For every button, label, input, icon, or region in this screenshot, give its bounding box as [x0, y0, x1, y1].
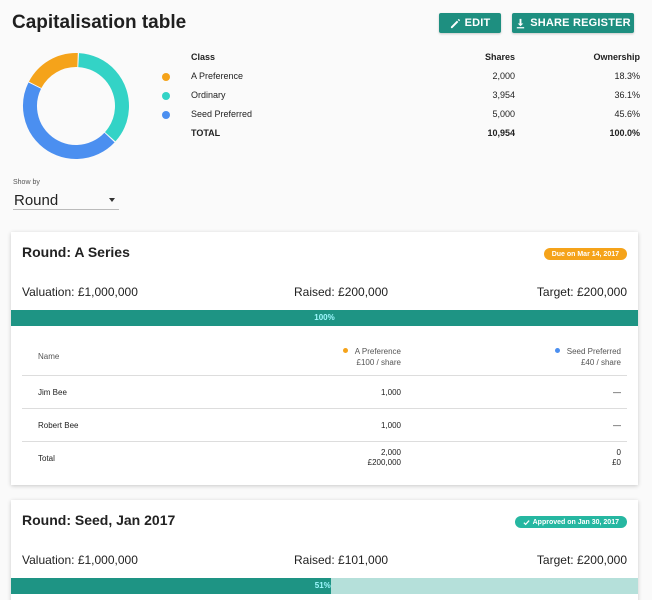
cap-table-header: Class Shares Ownership: [158, 52, 640, 66]
seed-preferred-column-header: Seed Preferred £40 / share: [554, 346, 621, 368]
cap-table-row: Seed Preferred 5,000 45.6%: [158, 109, 640, 123]
table-row[interactable]: Jim Bee 1,000 —: [22, 376, 627, 409]
total-a-amount: £200,000: [367, 458, 401, 467]
investor-b-shares: —: [613, 388, 621, 397]
round-progress-bar: 51%: [11, 578, 638, 594]
round-card-a-series: Round: A Series Due on Mar 14, 2017 Valu…: [11, 232, 638, 485]
shares-header: Shares: [484, 52, 515, 62]
donut-slice-ordinary: [23, 53, 129, 159]
class-shares: 5,000: [492, 109, 515, 119]
ownership-header: Ownership: [593, 52, 640, 62]
badge-text: Due on Mar 14, 2017: [551, 250, 619, 258]
class-ownership: 45.6%: [614, 109, 640, 119]
total-label: TOTAL: [191, 128, 221, 138]
class-color-dot: [162, 73, 170, 81]
donut-slice-a-preference: [23, 52, 129, 159]
round-target: Target: £200,000: [536, 285, 627, 299]
class-color-dot: [342, 348, 348, 353]
edit-button-label: EDIT: [464, 17, 491, 29]
progress-fill: [11, 310, 638, 326]
class-header: Class: [191, 52, 216, 62]
round-target: Target: £200,000: [536, 553, 627, 567]
b-class-price: £40 / share: [580, 358, 621, 367]
edit-button[interactable]: EDIT: [439, 13, 501, 33]
round-raised: Raised: £200,000: [294, 285, 389, 299]
a-class-price: £100 / share: [356, 358, 401, 367]
total-label: Total: [38, 454, 55, 463]
round-valuation: Valuation: £1,000,000: [22, 553, 138, 567]
table-total-row: Total 2,000 £200,000 0 £0: [22, 442, 627, 478]
cap-table-row: Ordinary 3,954 36.1%: [158, 90, 640, 104]
class-color-dot: [554, 348, 560, 353]
class-shares: 2,000: [492, 71, 515, 81]
progress-fill: [11, 578, 331, 594]
total-b-shares: 0: [616, 448, 621, 457]
cap-table-row: A Preference 2,000 18.3%: [158, 71, 640, 85]
round-title: Round: Seed, Jan 2017: [22, 512, 176, 528]
page-title: Capitalisation table: [12, 12, 187, 33]
show-by-label: Show by: [13, 179, 40, 186]
table-row[interactable]: Robert Bee 1,000 —: [22, 409, 627, 442]
investor-name: Robert Bee: [38, 421, 79, 430]
investor-table-header: Name A Preference £100 / share Seed Pref…: [22, 342, 627, 376]
investor-a-shares: 1,000: [380, 388, 401, 397]
share-register-label: SHARE REGISTER: [530, 17, 631, 29]
class-color-dot: [162, 92, 170, 100]
total-b-amount: £0: [612, 458, 621, 467]
caret-down-icon: [109, 198, 115, 202]
total-b-column: 0 £0: [612, 448, 621, 468]
investor-b-shares: —: [613, 421, 621, 430]
cap-table-total-row: TOTAL 10,954 100.0%: [158, 128, 640, 142]
class-name: Ordinary: [191, 90, 226, 100]
name-column-header: Name: [38, 352, 60, 361]
total-a-column: 2,000 £200,000: [368, 448, 401, 468]
investor-name: Jim Bee: [38, 388, 67, 397]
class-ownership: 36.1%: [614, 90, 640, 100]
class-name: Seed Preferred: [191, 109, 253, 119]
class-name: A Preference: [191, 71, 244, 81]
progress-label: 100%: [314, 313, 335, 322]
show-by-value: Round: [14, 192, 59, 209]
download-icon: [517, 18, 525, 28]
class-shares: 3,954: [492, 90, 515, 100]
pencil-icon: [450, 18, 460, 28]
total-a-shares: 2,000: [380, 448, 401, 457]
show-by-select[interactable]: Round: [13, 190, 119, 210]
total-shares: 10,954: [487, 128, 515, 138]
ownership-donut-chart: [23, 52, 129, 159]
a-class-label: A Preference: [354, 347, 401, 356]
round-title: Round: A Series: [22, 244, 130, 260]
round-raised: Raised: £101,000: [294, 553, 389, 567]
badge-text: Approved on Jan 30, 2017: [532, 518, 619, 526]
share-register-button[interactable]: SHARE REGISTER: [512, 13, 634, 33]
checkmark-icon: [523, 519, 530, 525]
round-card-seed: Round: Seed, Jan 2017 Approved on Jan 30…: [11, 500, 638, 600]
round-status-badge: Approved on Jan 30, 2017: [514, 516, 627, 528]
a-preference-column-header: A Preference £100 / share: [342, 346, 401, 368]
total-ownership: 100.0%: [609, 128, 640, 138]
round-progress-bar: 100%: [11, 310, 638, 326]
round-valuation: Valuation: £1,000,000: [22, 285, 138, 299]
progress-label: 51%: [314, 581, 331, 590]
class-ownership: 18.3%: [614, 71, 640, 81]
investor-a-shares: 1,000: [380, 421, 401, 430]
round-status-badge: Due on Mar 14, 2017: [543, 248, 627, 260]
b-class-label: Seed Preferred: [566, 347, 621, 356]
class-color-dot: [162, 111, 170, 119]
